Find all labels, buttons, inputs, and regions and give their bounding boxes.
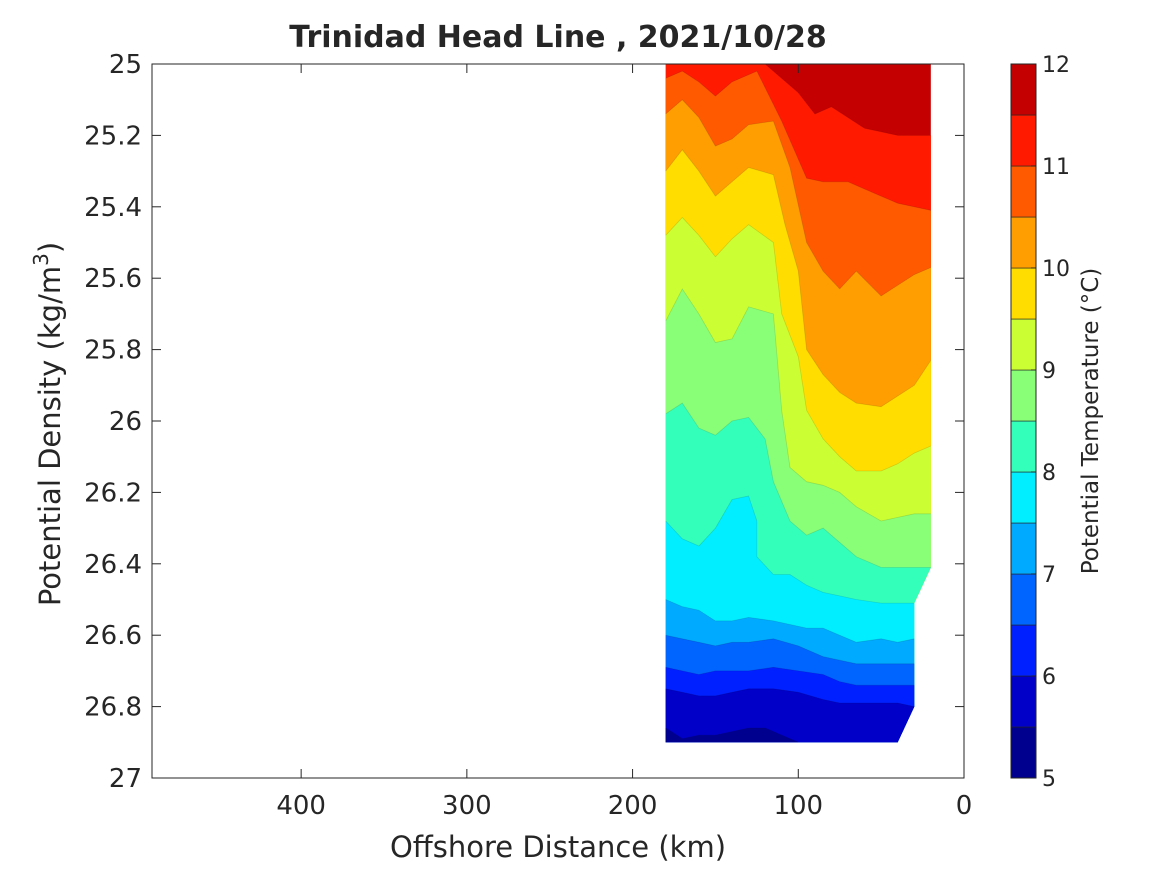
y-tick-label: 26.2 <box>84 478 142 508</box>
x-tick-label: 0 <box>956 791 973 821</box>
contour-lines <box>665 64 931 743</box>
isotherm-6 <box>665 688 915 707</box>
colorbar-swatch-8.5 <box>1010 369 1037 422</box>
colorbar-swatch-6.5 <box>1010 573 1037 626</box>
colorbar-swatch-8 <box>1010 420 1037 473</box>
colorbar-tick-label: 9 <box>1042 359 1056 384</box>
colorbar-frame <box>1010 63 1037 779</box>
colorbar-tick-label: 10 <box>1042 257 1070 282</box>
colorbar-tick-label: 11 <box>1042 155 1070 180</box>
isotherm-11.5 <box>750 64 931 136</box>
colorbar-tick-label: 12 <box>1042 53 1070 78</box>
colorbar-tick-label: 7 <box>1042 563 1056 588</box>
y-axis-label: Potential Density (kg/m3) <box>29 242 67 606</box>
colorbar-swatch-11.5 <box>1010 63 1037 116</box>
y-axis-label-superscript: 3 <box>29 253 53 266</box>
y-tick-label: 25.8 <box>84 336 142 366</box>
colorbar-swatch-6 <box>1010 624 1037 677</box>
colorbar-swatch-10 <box>1010 216 1037 269</box>
isotherm-10 <box>665 149 931 408</box>
x-tick-label: 200 <box>608 791 658 821</box>
isotherm-5.5 <box>665 727 799 743</box>
y-tick-label: 26.8 <box>84 693 142 723</box>
colorbar-tick-label: 6 <box>1042 665 1056 690</box>
contour-band-below-5.5 <box>665 728 931 743</box>
y-tick-label: 27 <box>109 764 142 794</box>
y-axis-label-main: Potential Density (kg/m <box>33 266 67 606</box>
colorbar-swatch-9.5 <box>1010 267 1037 320</box>
y-tick-label: 26.4 <box>84 550 142 580</box>
colorbar-label: Potential Temperature (°C) <box>1078 268 1104 575</box>
y-tick-label: 26 <box>109 407 142 437</box>
colorbar-tick-label: 8 <box>1042 461 1056 486</box>
x-tick-label: 300 <box>442 791 492 821</box>
isotherm-7 <box>665 634 915 665</box>
isotherm-10.5 <box>665 99 931 297</box>
isotherm-7.5 <box>665 599 915 643</box>
y-tick-label: 25 <box>109 50 142 80</box>
isotherm-11 <box>665 70 931 211</box>
x-axis-label: Offshore Distance (km) <box>390 830 726 864</box>
x-tick-label: 400 <box>276 791 326 821</box>
isotherm-9 <box>665 288 931 522</box>
contour-fills <box>665 64 931 743</box>
y-tick-label: 25.6 <box>84 264 142 294</box>
colorbar-swatch-9 <box>1010 318 1037 371</box>
contour-band-below-6 <box>665 688 931 743</box>
colorbar-tick-label: 5 <box>1042 767 1056 792</box>
isotherm-8 <box>665 495 915 604</box>
x-tick-label: 100 <box>773 791 823 821</box>
colorbar-swatch-5.5 <box>1010 675 1037 728</box>
y-tick-label: 26.6 <box>84 621 142 651</box>
isotherm-6.5 <box>665 666 915 686</box>
colorbar-swatch-11 <box>1010 114 1037 167</box>
isotherm-9.5 <box>665 216 931 472</box>
colorbar-swatch-7 <box>1010 522 1037 575</box>
chart-title: Trinidad Head Line , 2021/10/28 <box>289 20 826 55</box>
isotherm-8.5 <box>665 402 931 568</box>
y-tick-label: 25.4 <box>84 193 142 223</box>
y-axis-label-suffix: ) <box>33 242 67 253</box>
colorbar-swatch-7.5 <box>1010 471 1037 524</box>
colorbar-swatch-10.5 <box>1010 165 1037 218</box>
y-tick-label: 25.2 <box>84 121 142 151</box>
colorbar-swatch-5 <box>1010 726 1037 779</box>
